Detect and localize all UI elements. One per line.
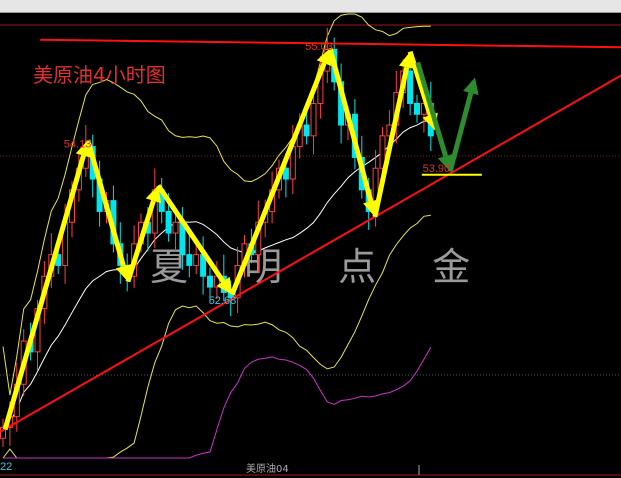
price-label: 54.13 (64, 138, 92, 150)
green-arrow-head (463, 77, 479, 96)
price-label: 55.03 (305, 41, 333, 53)
price-label: 22 (0, 461, 12, 473)
green-arrow-shaft (415, 61, 448, 157)
price-label: 52.68 (209, 295, 237, 307)
resistance-line (40, 38, 621, 49)
yellow-arrow-shaft (85, 139, 126, 267)
yellow-arrow-shaft (125, 200, 156, 283)
candle-body (303, 124, 310, 137)
yellow-arrow-head (145, 185, 162, 204)
candle-body (207, 275, 213, 288)
yellow-arrow-shaft (229, 62, 327, 296)
yellow-arrow-shaft (407, 50, 433, 116)
candle-body (379, 135, 386, 169)
indicator-line (3, 346, 432, 459)
green-arrow-shaft (447, 92, 474, 173)
support-trend-line (0, 74, 621, 433)
yellow-arrow-shaft (372, 66, 410, 218)
bollinger-upper-line (2, 13, 431, 396)
candle-body (193, 254, 200, 266)
candle-body (282, 167, 289, 180)
candle-body (310, 102, 317, 137)
candle-body (165, 210, 172, 234)
candle-body (0, 426, 6, 439)
candle-body (172, 221, 179, 234)
window-top-bar (0, 0, 621, 13)
instrument-label: 美原油04 (246, 462, 289, 475)
price-label: 53.90 (423, 163, 451, 175)
candle-body (186, 254, 193, 266)
yellow-arrow-shaft (2, 154, 86, 431)
yellow-arrow-head (316, 48, 332, 67)
yellow-arrow-shaft (156, 184, 226, 283)
chart-title: 美原油4小时图 (33, 63, 166, 87)
yellow-arrow-shaft (327, 47, 374, 203)
yellow-arrow-head (216, 276, 233, 295)
candle-body (407, 70, 414, 104)
candle-body (414, 102, 420, 115)
